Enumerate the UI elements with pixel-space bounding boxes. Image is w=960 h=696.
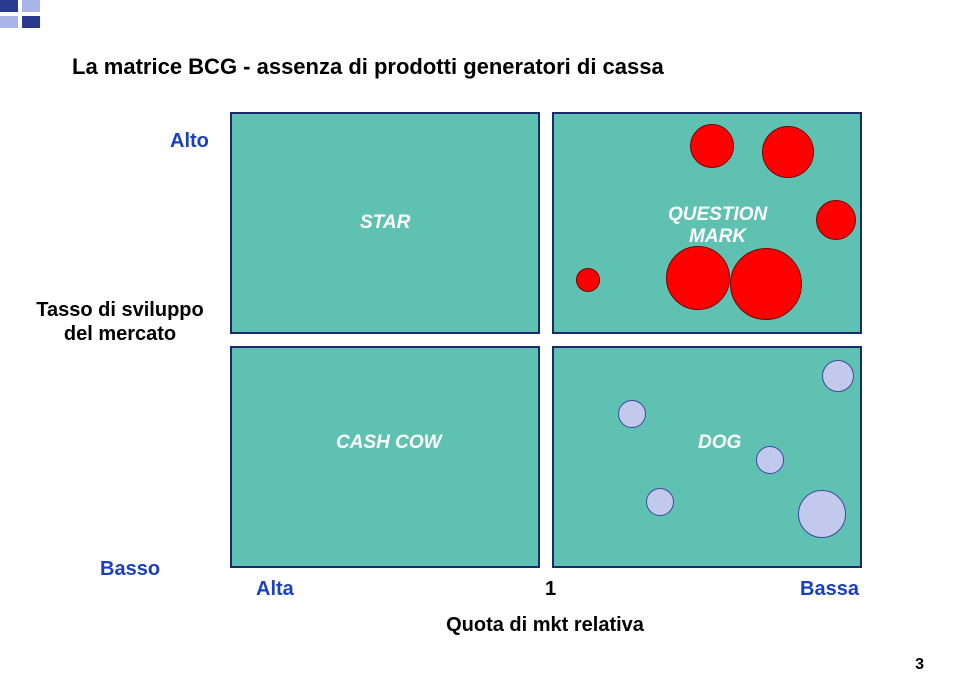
bubble xyxy=(576,268,600,292)
bubble xyxy=(666,246,730,310)
quadrant-label-bot-right: DOG xyxy=(698,432,741,454)
slide-corner-decoration xyxy=(0,0,60,36)
slide-title: La matrice BCG - assenza di prodotti gen… xyxy=(72,54,664,80)
x-axis-low-label: Bassa xyxy=(800,578,859,601)
bubble xyxy=(618,400,646,428)
y-axis-low-label: Basso xyxy=(100,558,160,581)
x-axis-high-label: Alta xyxy=(256,578,294,601)
y-axis-label: Tasso di sviluppo del mercato xyxy=(30,298,210,346)
quadrant-label-bot-left: CASH COW xyxy=(336,432,442,454)
bubble xyxy=(762,126,814,178)
quadrant-bot-left xyxy=(230,346,540,568)
x-axis-center-label: 1 xyxy=(545,578,556,601)
bubble xyxy=(646,488,674,516)
bubble xyxy=(822,360,854,392)
quadrant-label-top-left: STAR xyxy=(360,212,410,234)
bcg-matrix: STAR QUESTIONMARK CASH COW DOG xyxy=(230,112,862,568)
quadrant-label-top-right: QUESTIONMARK xyxy=(668,204,767,248)
bubble xyxy=(756,446,784,474)
bubble xyxy=(730,248,802,320)
bubble xyxy=(690,124,734,168)
bubble xyxy=(798,490,846,538)
page-number: 3 xyxy=(915,656,924,674)
bubble xyxy=(816,200,856,240)
y-axis-high-label: Alto xyxy=(170,130,209,153)
x-axis-label: Quota di mkt relativa xyxy=(380,614,710,637)
